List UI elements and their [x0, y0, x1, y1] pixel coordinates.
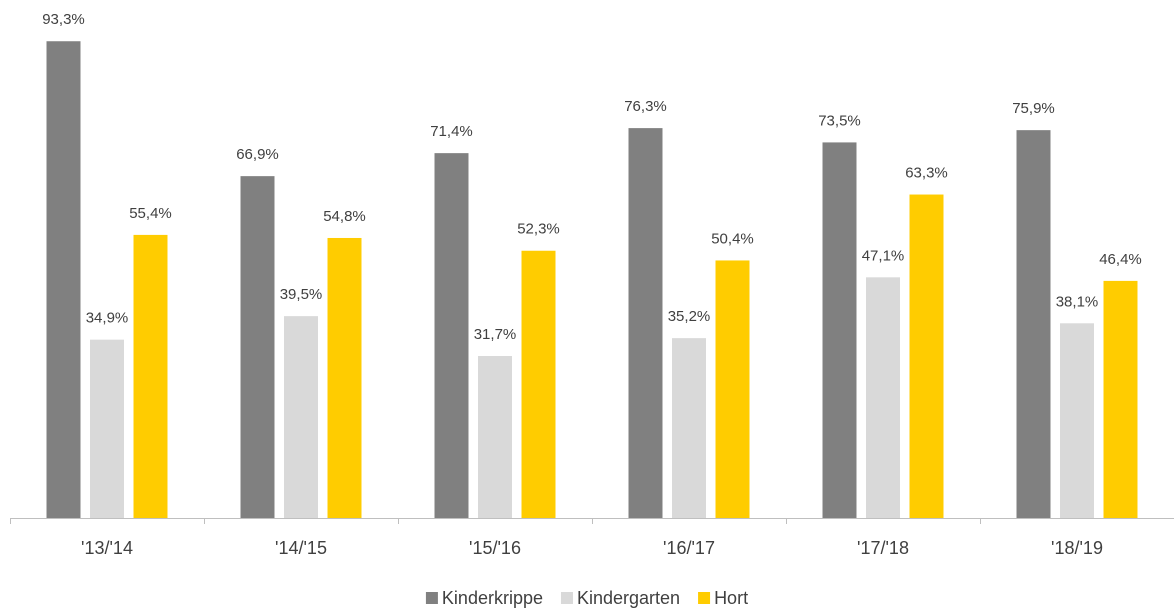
- data-label: 31,7%: [474, 326, 517, 343]
- bar: [715, 260, 750, 518]
- bar: [240, 176, 275, 519]
- bar: [284, 316, 318, 518]
- data-label: 55,4%: [129, 205, 172, 222]
- legend-label: Hort: [714, 588, 748, 608]
- bar: [327, 237, 362, 519]
- bar: [866, 277, 900, 518]
- data-label: 54,8%: [323, 208, 366, 225]
- data-label: 76,3%: [624, 98, 667, 115]
- legend-swatch: [560, 592, 573, 604]
- data-label: 39,5%: [280, 286, 323, 303]
- x-tick-label: '14/'15: [275, 538, 327, 558]
- data-label: 63,3%: [905, 165, 948, 182]
- x-tick-label: '16/'17: [663, 538, 715, 558]
- x-tick-label: '13/'14: [81, 538, 133, 558]
- bar: [628, 128, 663, 518]
- data-label: 50,4%: [711, 230, 754, 247]
- bar: [909, 194, 944, 519]
- data-label: 38,1%: [1056, 293, 1099, 310]
- legend-swatch: [698, 592, 711, 604]
- data-label: 71,4%: [430, 123, 473, 140]
- data-label: 75,9%: [1012, 100, 1055, 117]
- data-label: 93,3%: [42, 11, 85, 28]
- bar: [478, 356, 512, 518]
- bar: [434, 153, 469, 518]
- x-tick-label: '18/'19: [1051, 538, 1103, 558]
- bar: [1060, 323, 1094, 518]
- bar: [90, 339, 124, 518]
- x-tick-label: '17/'18: [857, 538, 909, 558]
- data-label: 35,2%: [668, 308, 711, 325]
- bar: [521, 250, 556, 518]
- data-label: 66,9%: [236, 146, 279, 163]
- bar: [46, 41, 81, 518]
- bar: [1103, 280, 1138, 518]
- bar: [1016, 130, 1051, 518]
- data-label: 47,1%: [862, 247, 905, 264]
- legend-swatch: [425, 592, 438, 604]
- data-label: 73,5%: [818, 112, 861, 129]
- data-label: 34,9%: [86, 310, 129, 327]
- bar: [133, 234, 168, 518]
- legend-label: Kindergarten: [577, 588, 680, 608]
- data-label: 52,3%: [517, 221, 560, 238]
- bar: [672, 338, 706, 518]
- bar: [822, 142, 857, 519]
- x-tick-label: '15/'16: [469, 538, 521, 558]
- legend-label: Kinderkrippe: [442, 588, 543, 608]
- data-label: 46,4%: [1099, 251, 1142, 268]
